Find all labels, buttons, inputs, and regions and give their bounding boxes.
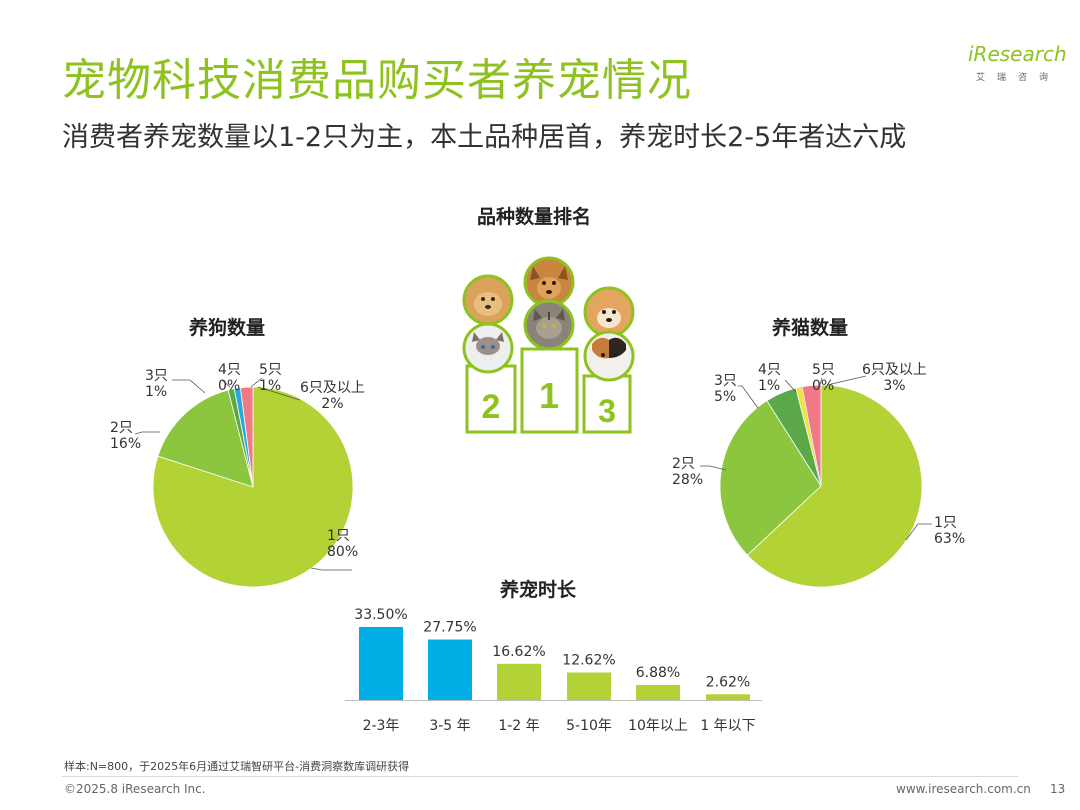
- dog-pie-label-4: 4只 0%: [218, 362, 241, 394]
- footnote: 样本:N=800，于2025年6月通过艾瑞智研平台-消费洞察数库调研获得: [64, 760, 410, 773]
- podium-rank-3: 3: [598, 393, 616, 429]
- dog-pie-label-6: 6只及以上 2%: [300, 380, 365, 412]
- cat-pie-leader-line-1: [905, 523, 932, 541]
- bar-category-label-5: 10年以上: [628, 718, 688, 734]
- logo-wordmark: iResearch: [968, 42, 1067, 66]
- dog-pie-label-5: 5只 1%: [259, 362, 282, 394]
- bar-category-label-3: 1-2 年: [498, 718, 539, 734]
- page-title: 宠物科技消费品购买者养宠情况: [62, 55, 692, 106]
- dog-pie-leader-line-1: [310, 567, 352, 571]
- cat-pie-chart: [700, 375, 932, 588]
- bar-category-label-4: 5-10年: [566, 718, 612, 734]
- pet-photo-cat-calico: [583, 330, 635, 382]
- bar-category-label-6: 1 年以下: [700, 718, 755, 734]
- bar-category-label-1: 2-3年: [363, 718, 400, 734]
- bar-3: [497, 663, 541, 700]
- dog-pie-leader-line-2: [134, 431, 160, 435]
- cat-pie-label-4: 4只 1%: [758, 362, 781, 394]
- cat-pie-leader-line-4: [784, 379, 797, 393]
- bar-value-label-5: 6.88%: [636, 665, 680, 681]
- cat-pie-label-1: 1只 63%: [934, 515, 966, 547]
- cat-pie-label-6: 6只及以上 3%: [862, 362, 927, 394]
- dog-pie-slice-2: [157, 389, 254, 488]
- website-link[interactable]: www.iresearch.com.cn: [896, 782, 1031, 796]
- cat-pie-leader-line-3: [738, 385, 759, 409]
- dog-pie-chart: [134, 377, 354, 588]
- dog-pie-label-1: 1只 80%: [327, 528, 359, 560]
- cat-pie-label-5: 5只 0%: [812, 362, 835, 394]
- podium-rank-2: 2: [482, 388, 501, 426]
- cat-pie-slice-1: [746, 384, 923, 588]
- dog-pie-slice-6: [240, 386, 254, 488]
- bar-category-label-2: 3-5 年: [429, 718, 470, 734]
- dog-pie-leader-line-3: [172, 379, 206, 394]
- duration-bar-chart: 33.50% 2-3年 27.75% 3-5 年 16.62% 1-2 年 12.62% 5-…: [345, 607, 762, 734]
- cat-pie-leader-line-6: [826, 375, 867, 386]
- bar-value-label-4: 12.62%: [562, 652, 615, 668]
- bar-5: [636, 685, 680, 700]
- dog-pie-leader-line-6: [257, 386, 301, 401]
- dog-pie-label-3: 3只 1%: [145, 368, 168, 400]
- dog-pie-leader-line-5: [250, 377, 263, 388]
- pet-photo-cat-tabby: [523, 299, 575, 351]
- page-number: 13: [1050, 782, 1066, 796]
- cat-pie-label-3: 3只 5%: [714, 373, 737, 405]
- pet-photo-cat-ragdoll: [462, 322, 514, 374]
- bar-value-label-3: 16.62%: [492, 644, 545, 660]
- bar-6: [706, 694, 750, 700]
- pet-photo-dog-chinese: [523, 256, 575, 308]
- bar-value-label-2: 27.75%: [423, 620, 476, 636]
- cat-pie-title: 养猫数量: [772, 317, 849, 339]
- bar-2: [428, 639, 472, 700]
- bar-1: [359, 627, 403, 700]
- page-subtitle: 消费者养宠数量以1-2只为主，本土品种居首，养宠时长2-5年者达六成: [62, 122, 907, 153]
- bar-4: [567, 672, 611, 700]
- cat-pie-leader-line-5: [819, 377, 823, 386]
- dog-pie-leader-line-4: [221, 379, 231, 388]
- iresearch-logo: iResearch 艾瑞咨询: [968, 42, 1068, 88]
- cat-pie-slice-2: [719, 400, 822, 556]
- podium-illustration: 2 1 3: [462, 256, 635, 434]
- cat-pie-slice-6: [801, 384, 822, 487]
- bar-chart-title: 养宠时长: [500, 579, 577, 601]
- bar-value-label-6: 2.62%: [706, 674, 750, 690]
- copyright: ©2025.8 iResearch Inc.: [64, 782, 206, 796]
- cat-pie-label-2: 2只 28%: [672, 456, 704, 488]
- bar-value-label-1: 33.50%: [354, 607, 407, 623]
- dog-pie-label-2: 2只 16%: [110, 420, 142, 452]
- pet-photo-dog-golden: [462, 274, 514, 326]
- dog-pie-title: 养狗数量: [189, 317, 266, 339]
- pet-photo-dog-shiba: [583, 286, 635, 338]
- footer-divider: [62, 776, 1018, 777]
- logo-subtitle: 艾瑞咨询: [976, 73, 1061, 83]
- cat-pie-leader-line-2: [700, 465, 727, 471]
- podium-rank-1: 1: [539, 375, 559, 416]
- ranking-title: 品种数量排名: [477, 206, 592, 228]
